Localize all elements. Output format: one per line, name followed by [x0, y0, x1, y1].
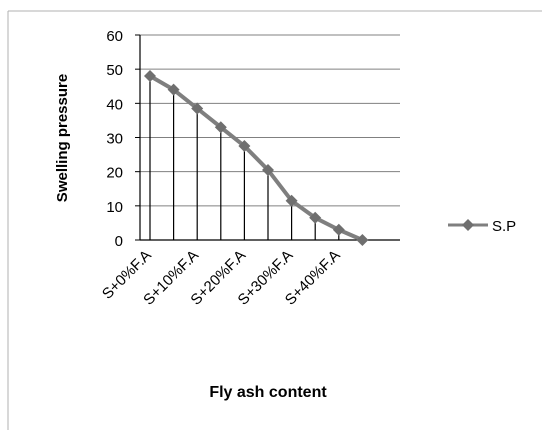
- x-axis-ticks: S+0%F.AS+10%F.AS+20%F.AS+30%F.AS+40%F.A: [99, 247, 344, 309]
- legend-marker: [462, 219, 474, 231]
- y-tick-label-30: 30: [106, 131, 123, 148]
- legend-label: S.P: [492, 218, 516, 235]
- y-tick-label-50: 50: [106, 62, 123, 79]
- data-point-5: [262, 163, 274, 176]
- data-point-7: [309, 211, 322, 224]
- gridlines: [140, 34, 400, 207]
- data-point-8: [332, 223, 345, 236]
- data-point-1: [167, 83, 180, 96]
- series-layer: [144, 70, 369, 246]
- y-tick-label-60: 60: [106, 28, 123, 45]
- data-point-3: [214, 121, 227, 134]
- data-point-2: [191, 102, 204, 115]
- y-tick-label-0: 0: [115, 233, 123, 250]
- series-line-sp: [148, 74, 364, 242]
- data-point-6: [285, 194, 298, 207]
- drop-lines: [149, 76, 340, 240]
- y-tick-label-40: 40: [106, 96, 123, 113]
- y-axis-ticks: 0 10 20 30 40 50 60: [106, 28, 140, 250]
- y-tick-label-20: 20: [106, 165, 123, 182]
- y-axis-label: Swelling pressure: [54, 74, 71, 202]
- y-tick-label-10: 10: [106, 199, 123, 216]
- data-point-4: [238, 140, 251, 153]
- legend: S.P: [448, 218, 516, 235]
- data-point-9: [356, 234, 369, 246]
- data-point-0: [144, 70, 156, 82]
- x-axis-label: Fly ash content: [209, 384, 327, 401]
